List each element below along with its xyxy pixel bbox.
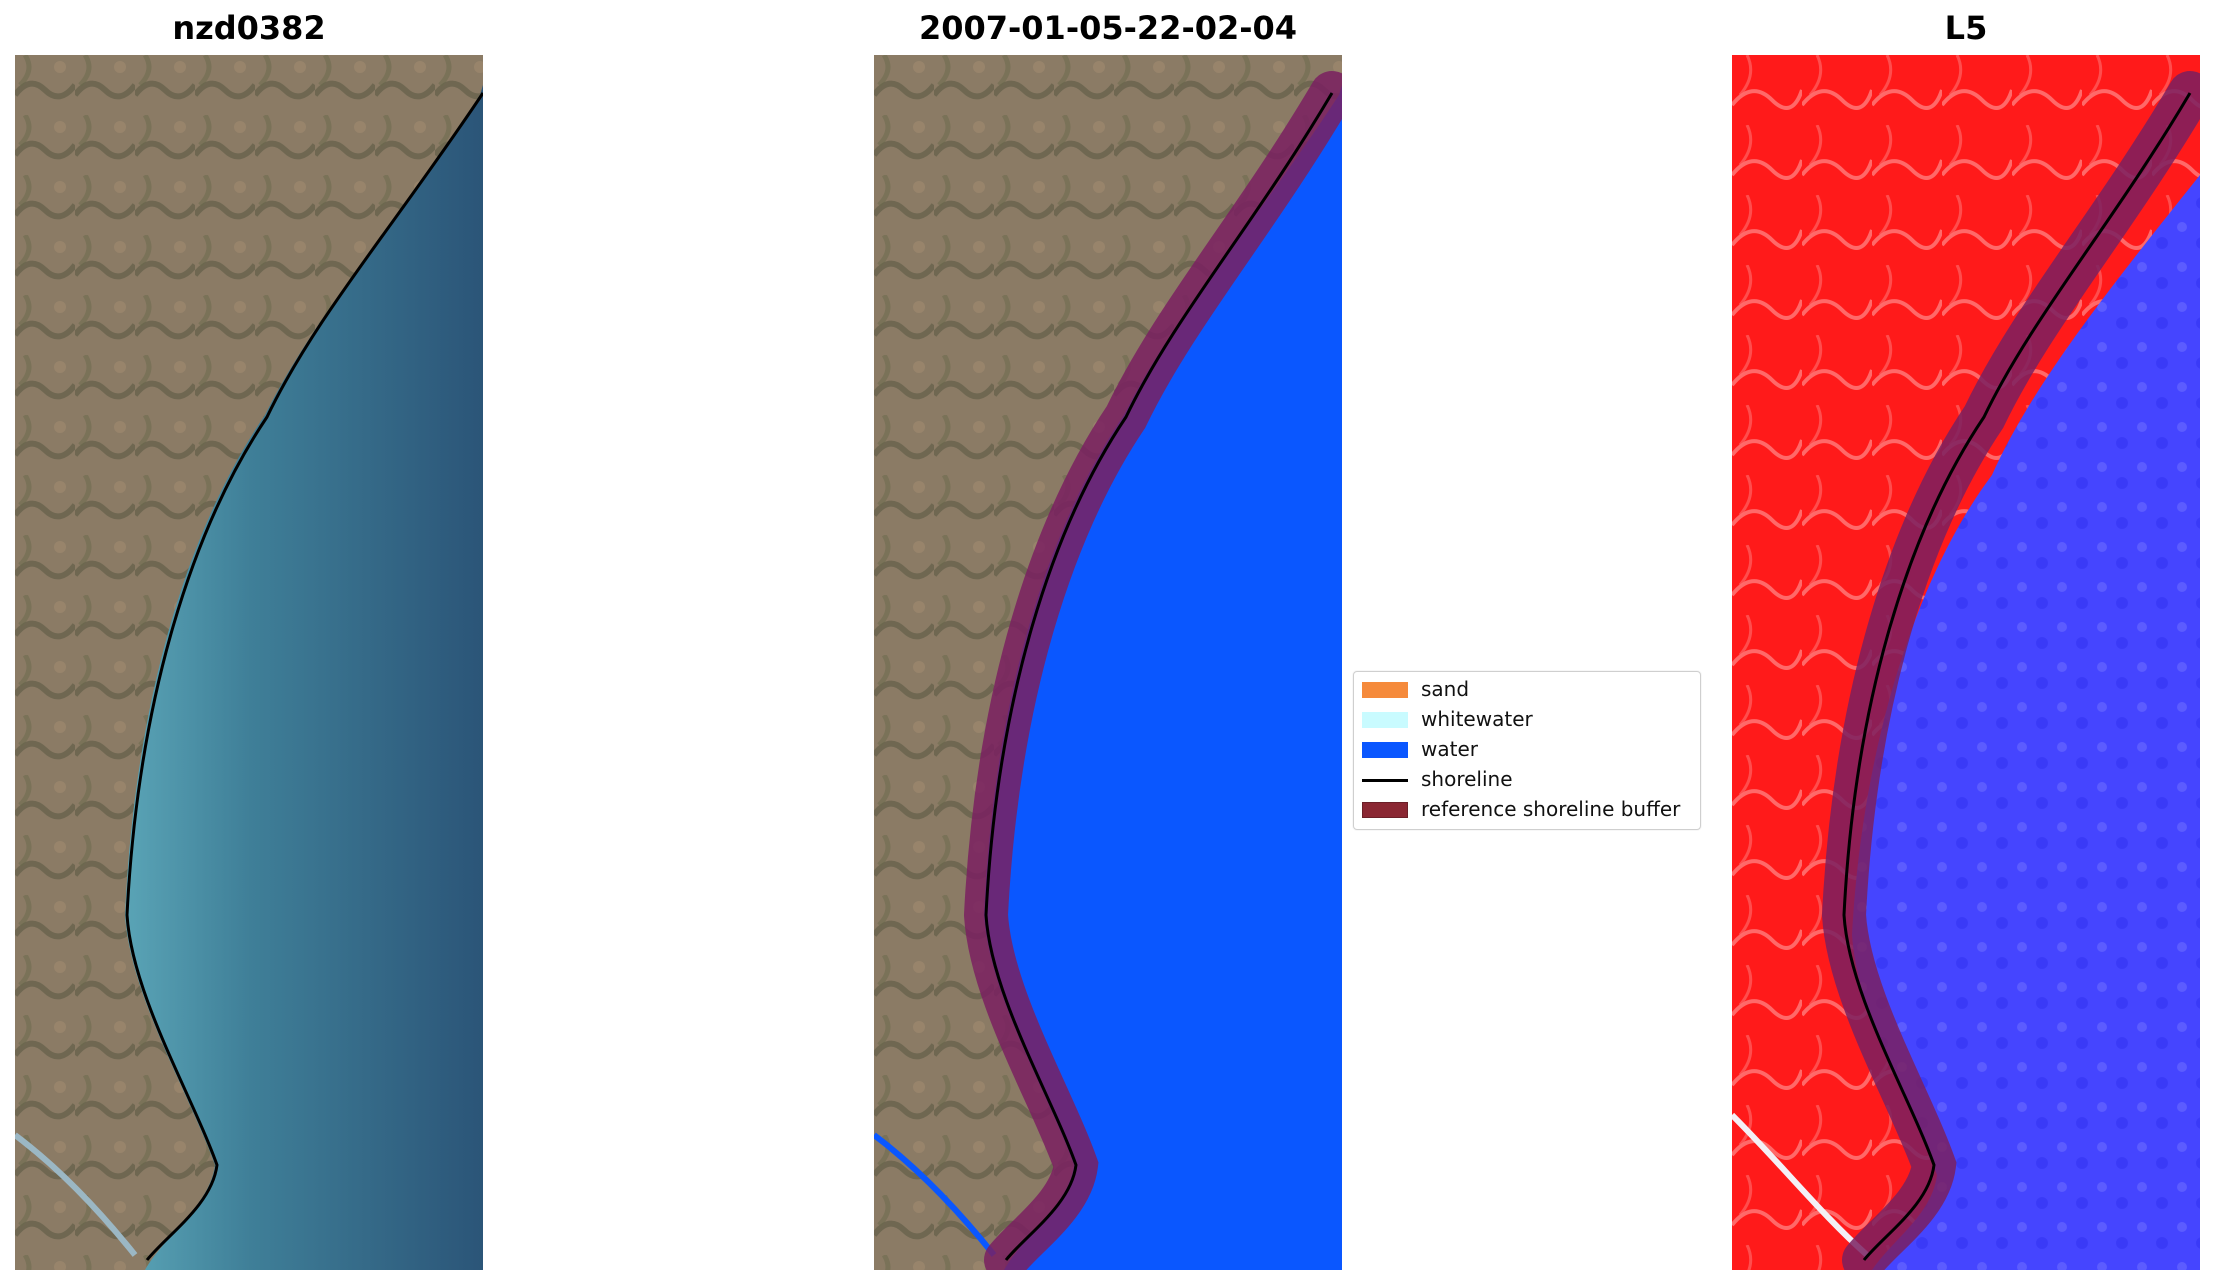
panel-title-classified: 2007-01-05-22-02-04: [918, 9, 1298, 47]
index-image: [1732, 55, 2200, 1270]
legend-item-sand: sand: [1354, 674, 1700, 704]
whitewater-swatch: [1362, 712, 1408, 728]
classified-image-panel: [874, 55, 1342, 1270]
shoreline-swatch: [1362, 779, 1408, 782]
river-index: [1732, 1112, 1869, 1258]
sand-swatch: [1362, 682, 1408, 698]
sea-area: [125, 85, 483, 1270]
legend-item-reference-shoreline-buffer: reference shoreline buffer: [1354, 794, 1700, 824]
rgb-satellite-image: [15, 55, 483, 1270]
legend-item-water: water: [1354, 734, 1700, 764]
buffer-swatch: [1362, 802, 1408, 818]
shoreline-line: [984, 92, 1334, 1261]
shoreline-line: [1842, 92, 2192, 1261]
river-water-class: [874, 1132, 997, 1257]
water-swatch: [1362, 742, 1408, 758]
classified-satellite-image: [874, 55, 1342, 1270]
rgb-image-panel: [15, 55, 483, 1270]
shoreline-line: [125, 92, 483, 1261]
legend-label: whitewater: [1421, 707, 1533, 731]
legend-item-shoreline: shoreline: [1354, 764, 1700, 794]
water-index-area: [1852, 175, 2200, 1270]
legend-item-whitewater: whitewater: [1354, 704, 1700, 734]
water-class-area: [984, 85, 1342, 1270]
river: [15, 1132, 138, 1257]
legend-label: shoreline: [1421, 767, 1513, 791]
panel-title-index: L5: [1944, 9, 1988, 47]
panel-title-rgb: nzd0382: [172, 9, 326, 47]
legend-label: sand: [1421, 677, 1470, 701]
legend-label: water: [1421, 737, 1478, 761]
legend: sand whitewater water shoreline referenc…: [1353, 671, 1701, 830]
index-image-panel: [1732, 55, 2200, 1270]
legend-label: reference shoreline buffer: [1421, 797, 1681, 821]
